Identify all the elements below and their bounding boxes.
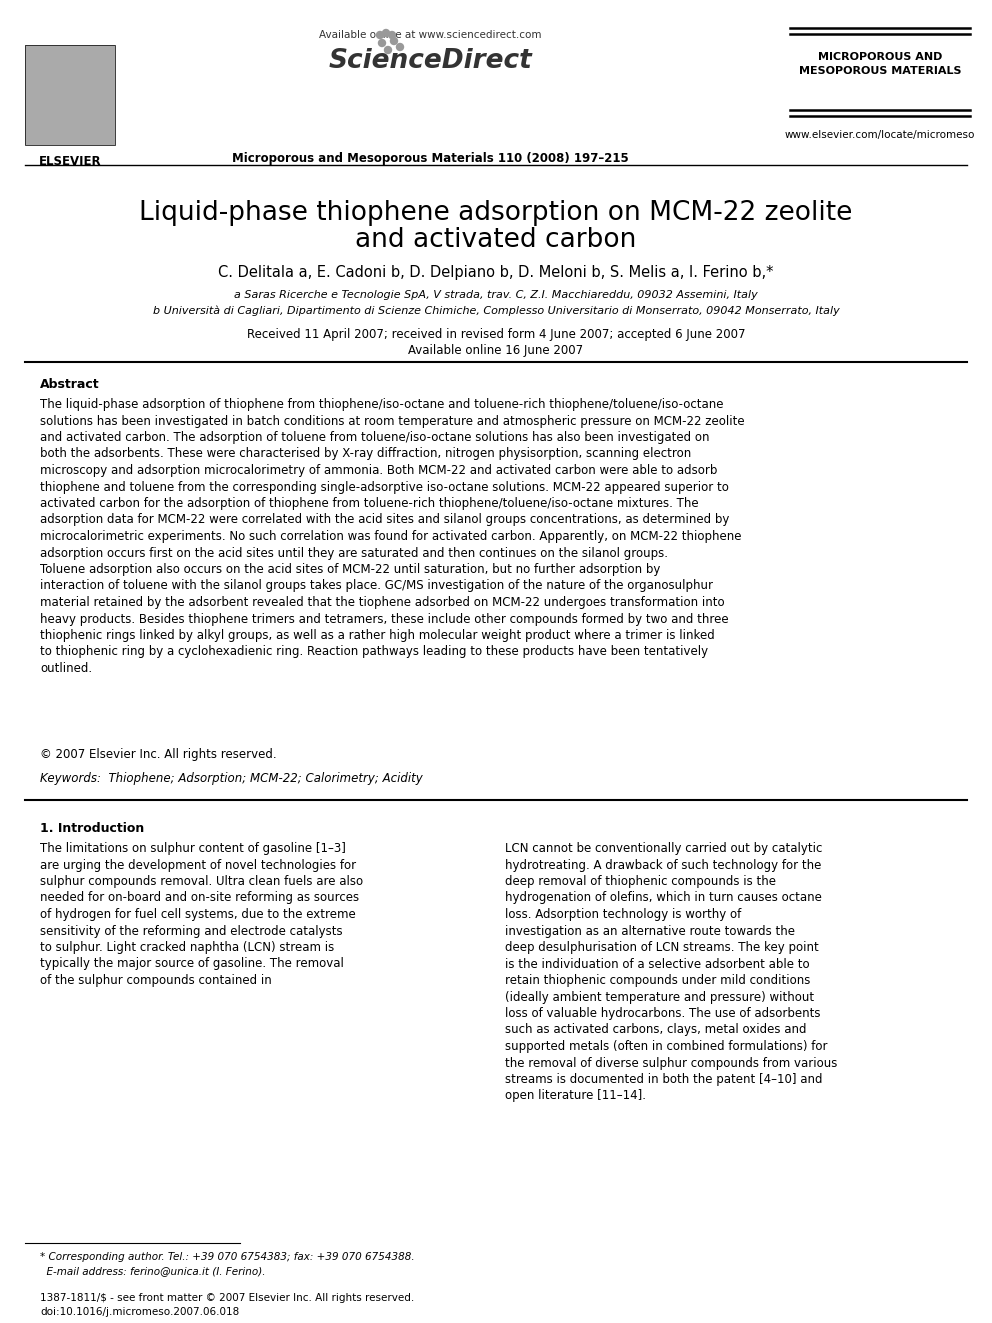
Circle shape — [391, 37, 398, 45]
Text: The limitations on sulphur content of gasoline [1–3]
are urging the development : The limitations on sulphur content of ga… — [40, 841, 363, 987]
Text: a Saras Ricerche e Tecnologie SpA, V strada, trav. C, Z.I. Macchiareddu, 09032 A: a Saras Ricerche e Tecnologie SpA, V str… — [234, 290, 758, 300]
Circle shape — [383, 29, 390, 37]
Text: ELSEVIER: ELSEVIER — [39, 155, 101, 168]
Text: 1387-1811/$ - see front matter © 2007 Elsevier Inc. All rights reserved.: 1387-1811/$ - see front matter © 2007 El… — [40, 1293, 415, 1303]
Text: Received 11 April 2007; received in revised form 4 June 2007; accepted 6 June 20: Received 11 April 2007; received in revi… — [247, 328, 745, 341]
Text: LCN cannot be conventionally carried out by catalytic
hydrotreating. A drawback : LCN cannot be conventionally carried out… — [505, 841, 837, 1102]
Text: 1. Introduction: 1. Introduction — [40, 822, 144, 835]
Text: * Corresponding author. Tel.: +39 070 6754383; fax: +39 070 6754388.: * Corresponding author. Tel.: +39 070 67… — [40, 1252, 415, 1262]
Text: Microporous and Mesoporous Materials 110 (2008) 197–215: Microporous and Mesoporous Materials 110… — [231, 152, 628, 165]
Text: Liquid-phase thiophene adsorption on MCM-22 zeolite: Liquid-phase thiophene adsorption on MCM… — [139, 200, 853, 226]
Text: and activated carbon: and activated carbon — [355, 228, 637, 253]
Circle shape — [389, 32, 396, 38]
Text: b Università di Cagliari, Dipartimento di Scienze Chimiche, Complesso Universita: b Università di Cagliari, Dipartimento d… — [153, 306, 839, 316]
Text: www.elsevier.com/locate/micromeso: www.elsevier.com/locate/micromeso — [785, 130, 975, 140]
Circle shape — [379, 40, 386, 46]
Text: doi:10.1016/j.micromeso.2007.06.018: doi:10.1016/j.micromeso.2007.06.018 — [40, 1307, 239, 1316]
Text: E-mail address: ferino@unica.it (I. Ferino).: E-mail address: ferino@unica.it (I. Feri… — [40, 1266, 266, 1275]
Text: Abstract: Abstract — [40, 378, 99, 392]
Text: MICROPOROUS AND
MESOPOROUS MATERIALS: MICROPOROUS AND MESOPOROUS MATERIALS — [799, 52, 961, 75]
Text: ScienceDirect: ScienceDirect — [328, 48, 532, 74]
Text: The liquid-phase adsorption of thiophene from thiophene/iso-octane and toluene-r: The liquid-phase adsorption of thiophene… — [40, 398, 745, 675]
Text: Keywords:  Thiophene; Adsorption; MCM-22; Calorimetry; Acidity: Keywords: Thiophene; Adsorption; MCM-22;… — [40, 773, 423, 785]
Text: Available online at www.sciencedirect.com: Available online at www.sciencedirect.co… — [318, 30, 542, 40]
Bar — [25, 45, 115, 146]
Circle shape — [377, 32, 384, 38]
Circle shape — [397, 44, 404, 50]
Circle shape — [385, 46, 392, 53]
Text: © 2007 Elsevier Inc. All rights reserved.: © 2007 Elsevier Inc. All rights reserved… — [40, 747, 277, 761]
Text: Available online 16 June 2007: Available online 16 June 2007 — [409, 344, 583, 357]
Text: C. Delitala a, E. Cadoni b, D. Delpiano b, D. Meloni b, S. Melis a, I. Ferino b,: C. Delitala a, E. Cadoni b, D. Delpiano … — [218, 265, 774, 280]
Bar — [25, 45, 115, 146]
